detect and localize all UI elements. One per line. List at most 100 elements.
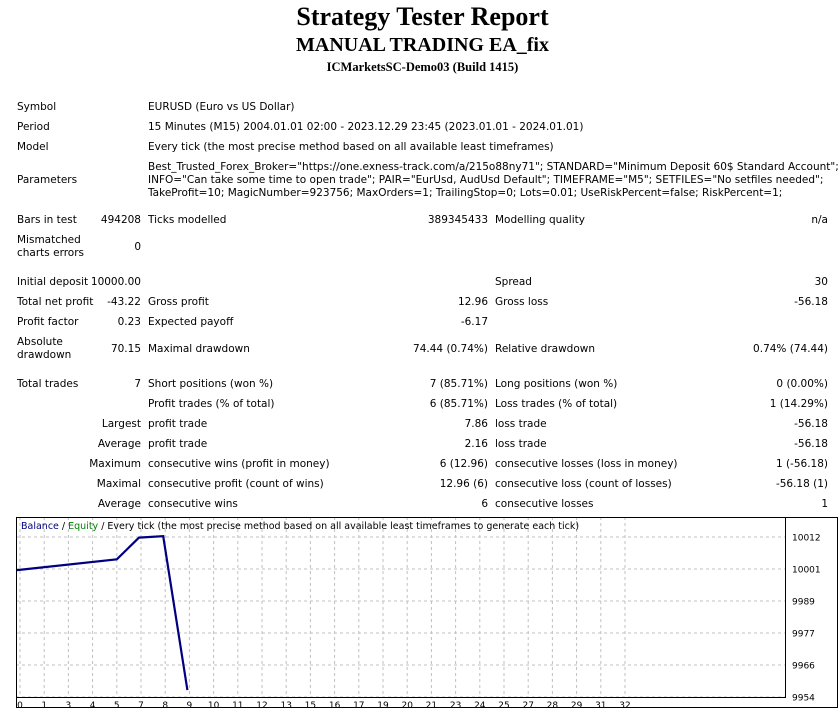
total-trades-label: Total trades — [17, 378, 79, 390]
maximum-label: Maximum — [89, 458, 141, 470]
y-tick-label: 9977 — [792, 630, 815, 640]
x-tick-label: 24 — [474, 701, 486, 708]
server-build: ICMarketsSC-Demo03 (Build 1415) — [326, 60, 519, 74]
y-tick-label: 9966 — [792, 662, 815, 672]
y-tick-labels: 10012 10001 9989 9977 9966 9954 — [792, 534, 821, 704]
x-tick-label: 10 — [208, 701, 220, 708]
largest-label: Largest — [101, 418, 141, 430]
max-consecutive-losses-label: consecutive losses (loss in money) — [495, 458, 678, 470]
report-title: Strategy Tester Report — [296, 2, 549, 31]
legend-separator: / — [59, 521, 68, 532]
plot-area-border — [16, 517, 786, 698]
x-tick-label: 13 — [280, 701, 291, 708]
maximal-label: Maximal — [96, 478, 141, 490]
x-tick-label: 29 — [571, 701, 583, 708]
largest-loss-value: -56.18 — [794, 418, 828, 430]
largest-profit-value: 7.86 — [464, 418, 488, 430]
x-tick-label: 25 — [498, 701, 509, 708]
profit-factor-label: Profit factor — [17, 316, 79, 328]
x-tick-label: 9 — [187, 701, 193, 708]
avg-consecutive-losses-value: 1 — [821, 498, 828, 510]
x-tick-label: 0 — [17, 701, 23, 708]
symbol-label: Symbol — [17, 101, 57, 113]
max-consecutive-profit-value: 12.96 (6) — [439, 478, 488, 490]
average-profit-value: 2.16 — [464, 438, 488, 450]
max-consecutive-loss-label: consecutive loss (count of losses) — [495, 478, 672, 490]
model-value: Every tick (the most precise method base… — [148, 141, 554, 153]
report-subtitle: MANUAL TRADING EA_fix — [296, 34, 549, 56]
max-consecutive-wins-value: 6 (12.96) — [439, 458, 488, 470]
parameters-line-2: INFO="Can take some time to open trade";… — [148, 174, 824, 186]
x-tick-label: 31 — [595, 701, 606, 708]
x-tick-label: 20 — [401, 701, 413, 708]
mismatch-value: 0 — [134, 241, 141, 253]
ticks-value: 389345433 — [427, 214, 488, 226]
absolute-drawdown-value: 70.15 — [110, 343, 141, 355]
symbol-value: EURUSD (Euro vs US Dollar) — [148, 101, 295, 113]
period-value: 15 Minutes (M15) 2004.01.01 02:00 - 2023… — [148, 121, 584, 133]
x-tick-label: 17 — [353, 701, 364, 708]
relative-drawdown-label: Relative drawdown — [495, 343, 596, 355]
x-tick-label: 21 — [426, 701, 437, 708]
gross-profit-label: Gross profit — [148, 296, 209, 308]
x-tick-label: 5 — [114, 701, 120, 708]
profit-factor-value: 0.23 — [117, 316, 141, 328]
largest-profit-label: profit trade — [148, 418, 208, 430]
short-positions-value: 7 (85.71%) — [429, 378, 488, 390]
long-positions-value: 0 (0.00%) — [776, 378, 828, 390]
net-profit-label: Total net profit — [17, 296, 94, 308]
x-tick-label: 4 — [90, 701, 96, 708]
x-tick-label: 1 — [41, 701, 47, 708]
x-tick-label: 16 — [329, 701, 341, 708]
max-consecutive-losses-value: 1 (-56.18) — [775, 458, 828, 470]
average-loss-value: -56.18 — [794, 438, 828, 450]
largest-loss-label: loss trade — [495, 418, 547, 430]
legend-equity: Equity — [68, 521, 98, 532]
mismatch-label-2: charts errors — [17, 247, 84, 259]
profit-trades-label: Profit trades (% of total) — [148, 398, 275, 410]
max-consecutive-profit-label: consecutive profit (count of wins) — [148, 478, 324, 490]
x-tick-label: 11 — [232, 701, 243, 708]
chart-frame — [16, 517, 838, 708]
deposit-value: 10000.00 — [90, 276, 141, 288]
mismatch-label-1: Mismatched — [17, 234, 81, 246]
y-tick-label: 10001 — [792, 566, 821, 576]
net-profit-value: -43.22 — [107, 296, 141, 308]
average-loss-label: loss trade — [495, 438, 547, 450]
gross-profit-value: 12.96 — [457, 296, 488, 308]
absolute-drawdown-label-1: Absolute — [17, 336, 63, 348]
y-tick-label: 10012 — [792, 534, 821, 544]
x-tick-label: 15 — [305, 701, 316, 708]
max-consecutive-wins-label: consecutive wins (profit in money) — [148, 458, 330, 470]
maximal-drawdown-value: 74.44 (0.74%) — [413, 343, 488, 355]
profit-trades-value: 6 (85.71%) — [429, 398, 488, 410]
balance-line — [16, 535, 189, 691]
max-consecutive-loss-value: -56.18 (1) — [775, 478, 828, 490]
x-tick-label: 28 — [547, 701, 559, 708]
loss-trades-value: 1 (14.29%) — [769, 398, 828, 410]
legend-balance: Balance — [21, 521, 59, 532]
average-consecutive-label: Average — [97, 498, 141, 510]
average-label: Average — [97, 438, 141, 450]
y-tick-label: 9954 — [792, 694, 815, 704]
x-tick-label: 8 — [162, 701, 168, 708]
long-positions-label: Long positions (won %) — [495, 378, 618, 390]
avg-consecutive-losses-label: consecutive losses — [495, 498, 594, 510]
quality-value: n/a — [811, 214, 828, 226]
bars-value: 494208 — [100, 214, 141, 226]
maximal-drawdown-label: Maximal drawdown — [148, 343, 250, 355]
x-tick-label: 7 — [138, 701, 144, 708]
model-label: Model — [17, 141, 49, 153]
spread-value: 30 — [814, 276, 828, 288]
x-tick-label: 3 — [66, 701, 72, 708]
x-tick-label: 19 — [377, 701, 389, 708]
ticks-label: Ticks modelled — [148, 214, 227, 226]
bars-label: Bars in test — [17, 214, 77, 226]
quality-label: Modelling quality — [495, 214, 585, 226]
relative-drawdown-value: 0.74% (74.44) — [753, 343, 828, 355]
expected-payoff-value: -6.17 — [460, 316, 488, 328]
short-positions-label: Short positions (won %) — [148, 378, 274, 390]
legend-model-text: / Every tick (the most precise method ba… — [98, 521, 579, 532]
gross-loss-label: Gross loss — [495, 296, 549, 308]
gross-loss-value: -56.18 — [794, 296, 828, 308]
